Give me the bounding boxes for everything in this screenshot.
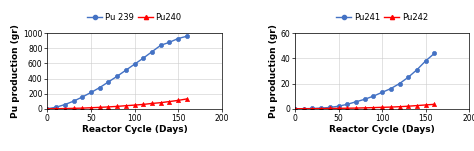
X-axis label: Reactor Cycle (Days): Reactor Cycle (Days) bbox=[329, 125, 435, 134]
Y-axis label: Pu production (gr): Pu production (gr) bbox=[11, 24, 20, 118]
Y-axis label: Pu production (gr): Pu production (gr) bbox=[269, 24, 278, 118]
Legend: Pu241, Pu242: Pu241, Pu242 bbox=[337, 13, 428, 22]
X-axis label: Reactor Cycle (Days): Reactor Cycle (Days) bbox=[82, 125, 187, 134]
Legend: Pu 239, Pu240: Pu 239, Pu240 bbox=[88, 13, 182, 22]
